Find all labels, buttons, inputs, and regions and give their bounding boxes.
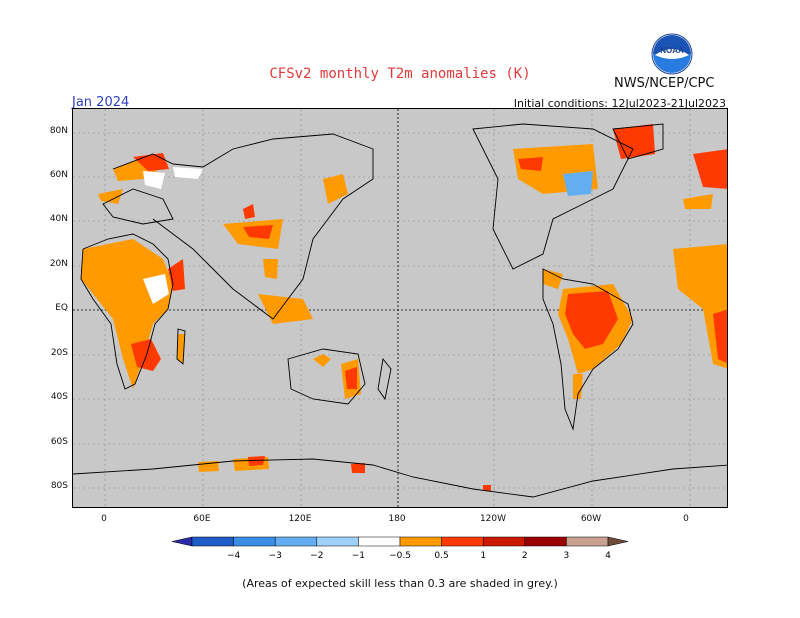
lat-label: EQ: [55, 303, 68, 313]
colorbar-swatch: [316, 536, 359, 547]
colorbar-label: −3: [269, 551, 282, 561]
lat-label: 80S: [50, 481, 68, 491]
graticule: [73, 109, 727, 507]
coastlines: [73, 123, 727, 498]
lon-label: 60E: [193, 514, 211, 524]
noaa-logo: NOAA: [651, 33, 693, 75]
anomaly-map: [72, 108, 728, 508]
colorbar-label: 1: [480, 551, 486, 561]
colorbar-label: −4: [227, 551, 241, 561]
colorbar-label: 3: [564, 551, 570, 561]
lat-label: 60S: [50, 437, 68, 447]
colorbar-swatch: [233, 536, 276, 547]
lat-label: 80N: [49, 126, 68, 136]
lon-label: 120E: [288, 514, 312, 524]
colorbar-swatch: [441, 536, 484, 547]
lon-label: 0: [683, 514, 689, 524]
initial-conditions: Initial conditions: 12Jul2023-21Jul2023: [513, 97, 726, 110]
colorbar: −4 −3 −2 −1 −0.5 0.5 1 2 3 4: [172, 536, 628, 561]
lon-label: 60W: [580, 514, 602, 524]
svg-text:NOAA: NOAA: [660, 46, 684, 55]
map-canvas: [73, 109, 727, 507]
colorbar-swatch: [274, 536, 318, 547]
colorbar-swatch: [566, 536, 609, 547]
equator-dateline: [73, 109, 727, 507]
colorbar-label: −1: [352, 551, 365, 561]
lat-label: 20S: [50, 348, 68, 358]
colorbar-label: 0.5: [434, 551, 448, 561]
lon-label: 120W: [479, 514, 507, 524]
lon-label: 180: [388, 514, 406, 524]
lat-label: 40N: [49, 214, 68, 224]
lon-label: 0: [101, 514, 107, 524]
agency-label: NWS/NCEP/CPC: [614, 76, 715, 91]
colorbar-label: −0.5: [389, 551, 411, 561]
lat-label: 20N: [49, 259, 68, 269]
colorbar-arrow-low: [172, 536, 193, 547]
map-title: CFSv2 monthly T2m anomalies (K): [269, 66, 531, 82]
colorbar-swatch: [482, 536, 526, 547]
colorbar-swatch: [399, 536, 442, 547]
colorbar-swatch: [191, 536, 234, 547]
lat-label: 40S: [50, 392, 68, 402]
forecast-month: Jan 2024: [72, 95, 130, 110]
lat-label: 60N: [49, 170, 68, 180]
colorbar-label: −2: [310, 551, 323, 561]
colorbar-arrow-high: [607, 536, 628, 547]
footnote: (Areas of expected skill less than 0.3 a…: [242, 577, 558, 590]
colorbar-label: 2: [522, 551, 528, 561]
colorbar-swatch: [524, 536, 567, 547]
colorbar-label: 4: [605, 551, 611, 561]
colorbar-swatch: [358, 536, 401, 547]
anomaly-patches: [81, 124, 727, 491]
